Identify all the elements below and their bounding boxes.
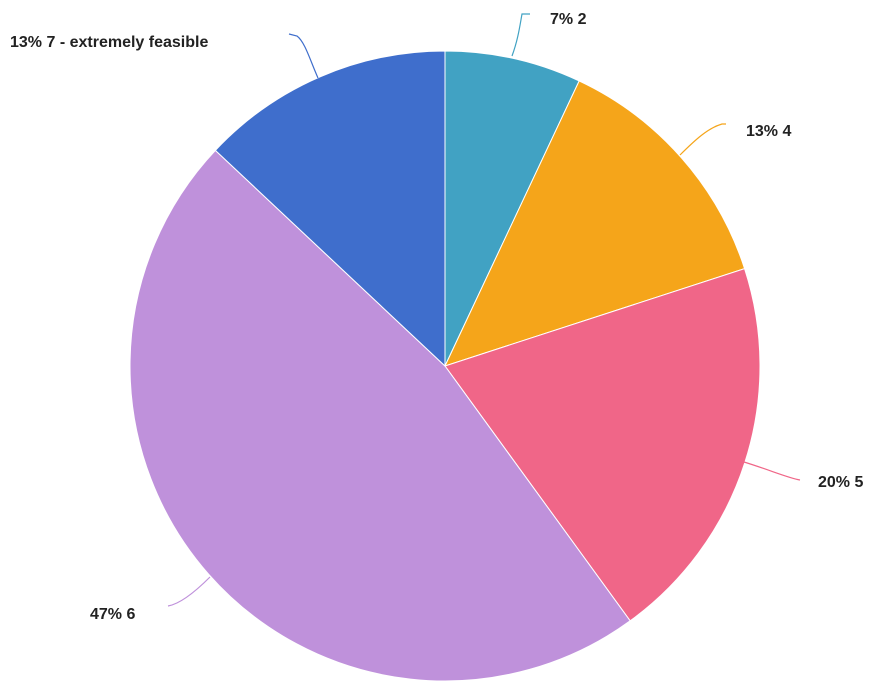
leader-line-4 (168, 577, 210, 606)
slice-label-4: 47% 6 (90, 606, 135, 623)
slice-label-3: 20% 5 (818, 474, 863, 491)
leader-line-3 (744, 462, 800, 480)
slice-label-5: 13% 7 - extremely feasible (10, 34, 208, 51)
leader-line-5 (289, 34, 318, 78)
slice-label-2: 13% 4 (746, 123, 791, 140)
leader-line-1 (512, 14, 530, 56)
slice-label-1: 7% 2 (550, 11, 587, 28)
leader-line-2 (680, 124, 726, 155)
pie-slices (130, 51, 760, 681)
